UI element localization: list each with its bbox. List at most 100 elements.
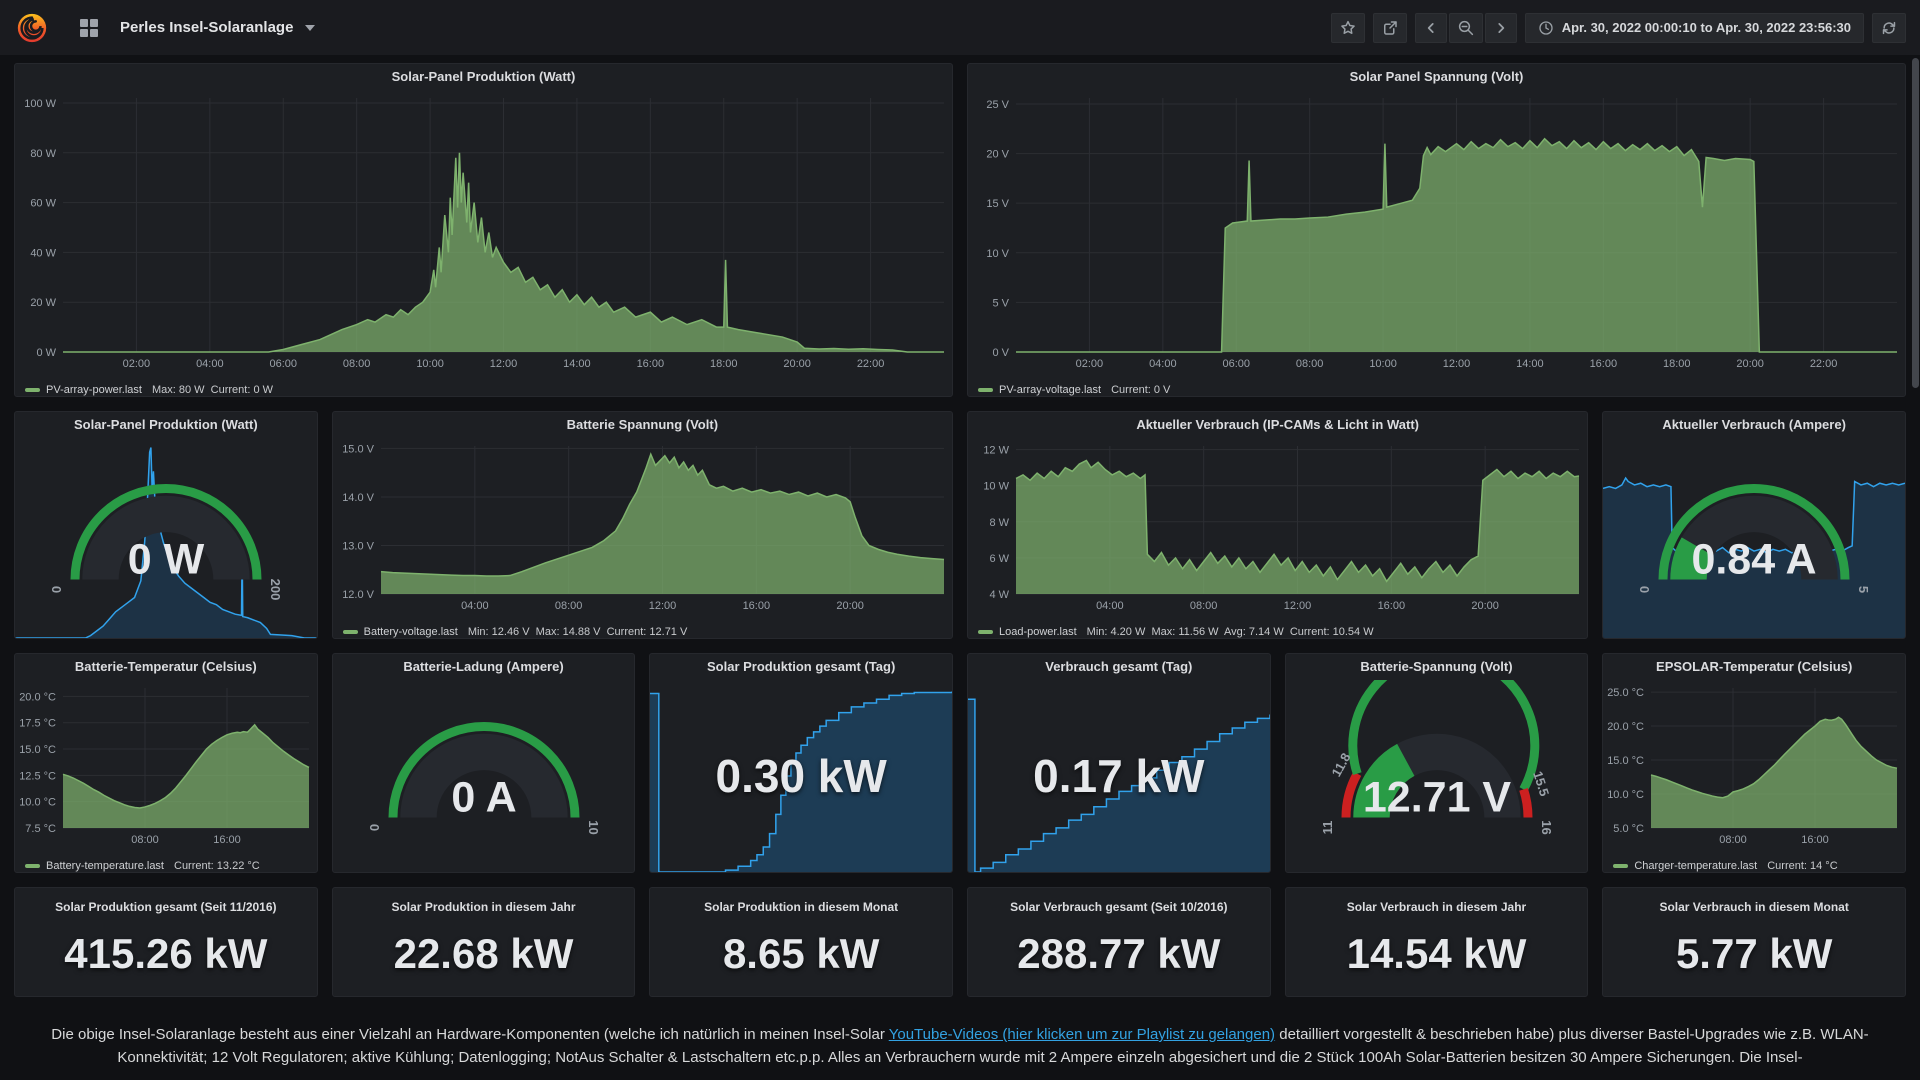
svg-text:5.0 °C: 5.0 °C <box>1614 823 1645 835</box>
series-name[interactable]: Load-power.last <box>998 626 1077 638</box>
svg-text:5: 5 <box>1856 586 1871 593</box>
panel-title[interactable]: Solar Verbrauch in diesem Jahr <box>1346 900 1527 914</box>
series-stats: Min: 12.46 V Max: 14.88 V Current: 12.71… <box>467 626 688 638</box>
panel-stat-prod-total: Solar Produktion gesamt (Seit 11/2016) 4… <box>14 887 318 997</box>
stat-value: 22.68 kW <box>393 930 574 977</box>
panel-title[interactable]: EPSOLAR-Temperatur (Celsius) <box>1656 659 1853 674</box>
series-color-dash <box>25 388 40 392</box>
svg-text:12.71 V: 12.71 V <box>1363 774 1512 822</box>
star-button[interactable] <box>1330 12 1365 43</box>
svg-text:12:00: 12:00 <box>1284 600 1312 612</box>
description-text-3: WLAN-Konnektivität; 12 Volt Regulatoren;… <box>117 1026 1869 1067</box>
panel-title[interactable]: Solar-Panel Produktion (Watt) <box>73 417 258 432</box>
svg-text:12 W: 12 W <box>983 445 1009 457</box>
svg-text:10.0 °C: 10.0 °C <box>1608 789 1645 801</box>
charger-temp-chart[interactable]: 5.0 °C 10.0 °C 15.0 °C 20.0 °C 25.0 °C 08:00 1… <box>1603 680 1905 855</box>
panel-load-power-graph: Aktueller Verbrauch (IP-CAMs & Licht in … <box>966 411 1589 639</box>
pv-voltage-chart[interactable]: 0 V 5 V 10 V 15 V 20 V 25 V 02:00 04:00 06:00 08:… <box>968 90 1905 379</box>
svg-text:20:00: 20:00 <box>836 600 864 612</box>
svg-text:0: 0 <box>367 824 382 831</box>
panel-load-amp-gauge: Aktueller Verbrauch (Ampere) 0 5 0.84 A <box>1602 411 1906 639</box>
panel-title[interactable]: Batterie-Temperatur (Celsius) <box>74 659 257 674</box>
youtube-playlist-link[interactable]: YouTube-Videos (hier klicken um zur Play… <box>888 1026 1276 1043</box>
prod-day-sparkline[interactable] <box>650 680 952 872</box>
svg-text:22:00: 22:00 <box>857 358 885 370</box>
cons-day-sparkline[interactable] <box>967 680 1270 872</box>
battery-temp-chart[interactable]: 7.5 °C 10.0 °C 12.5 °C 15.0 °C 17.5 °C 20.0 °… <box>15 680 317 855</box>
stat-value: 5.77 kW <box>1675 930 1833 977</box>
gauge-area: 0 5 0.84 A <box>1603 438 1905 638</box>
dashboards-grid-icon[interactable] <box>74 13 104 43</box>
svg-text:17.5 °C: 17.5 °C <box>19 718 56 730</box>
svg-text:7.5 °C: 7.5 °C <box>25 823 56 835</box>
series-stats: Max: 80 W Current: 0 W <box>151 384 274 396</box>
share-button[interactable] <box>1372 12 1407 43</box>
panel-title[interactable]: Solar Produktion gesamt (Seit 11/2016) <box>55 900 277 914</box>
series-stats: Min: 4.20 W Max: 11.56 W Avg: 7.14 W Cur… <box>1086 626 1374 638</box>
stat-value: 415.26 kW <box>64 930 268 977</box>
panel-stat-cons-year: Solar Verbrauch in diesem Jahr 14.54 kW <box>1284 887 1589 997</box>
panel-pv-voltage-graph: Solar Panel Spannung (Volt) 0 V 5 V 10 V 15… <box>966 63 1906 397</box>
description-text-2: detailliert vorgestellt & beschrieben ha… <box>1275 1026 1821 1043</box>
chevron-down-icon[interactable] <box>305 24 316 31</box>
series-name[interactable]: PV-array-power.last <box>46 384 142 396</box>
panel-title[interactable]: Solar Verbrauch in diesem Monat <box>1659 900 1849 914</box>
time-back-button[interactable] <box>1414 12 1447 43</box>
series-name[interactable]: Battery-temperature.last <box>46 860 164 872</box>
clock-icon <box>1539 20 1553 35</box>
time-range-picker[interactable]: Apr. 30, 2022 00:00:10 to Apr. 30, 2022 … <box>1524 12 1864 43</box>
svg-text:16:00: 16:00 <box>1378 600 1406 612</box>
svg-text:12:00: 12:00 <box>648 600 676 612</box>
panel-title[interactable]: Solar Produktion in diesem Monat <box>704 900 899 914</box>
panel-title[interactable]: Solar Panel Spannung (Volt) <box>1349 69 1524 84</box>
battery-voltage-chart[interactable]: 12.0 V 13.0 V 14.0 V 15.0 V 04:00 08:00 12:00 1… <box>333 438 952 621</box>
pv-power-chart[interactable]: 0 W 20 W 40 W 60 W 80 W 100 W 02:00 04:00 06:00 0… <box>15 90 952 379</box>
load-power-chart[interactable]: 4 W 6 W 8 W 10 W 12 W 04:00 08:00 12:00 16:00 20:… <box>968 438 1587 621</box>
svg-text:25 V: 25 V <box>986 99 1009 111</box>
panel-title[interactable]: Solar Produktion in diesem Jahr <box>391 900 576 914</box>
svg-text:100 W: 100 W <box>24 98 56 110</box>
panel-title[interactable]: Batterie-Spannung (Volt) <box>1360 659 1513 674</box>
load-amp-sparkline[interactable] <box>1603 438 1905 638</box>
legend: Charger-temperature.last Current: 14 °C <box>1603 855 1905 872</box>
legend: Battery-temperature.last Current: 13.22 … <box>15 855 317 872</box>
svg-text:0 W: 0 W <box>128 536 205 584</box>
svg-text:12:00: 12:00 <box>490 358 518 370</box>
stat-area: 0.30 kW <box>650 680 952 872</box>
svg-text:14.0 V: 14.0 V <box>342 492 374 504</box>
svg-text:18:00: 18:00 <box>1663 358 1691 370</box>
gauge-area: 0 200 0 W <box>15 438 317 638</box>
svg-text:13.0 V: 13.0 V <box>342 540 374 552</box>
series-color-dash <box>977 630 993 634</box>
scrollbar[interactable] <box>1912 58 1919 388</box>
time-forward-button[interactable] <box>1484 12 1517 43</box>
pv-power-sparkline[interactable] <box>15 438 317 638</box>
svg-text:40 W: 40 W <box>30 247 56 259</box>
grafana-logo-icon[interactable] <box>14 10 50 46</box>
panel-title[interactable]: Solar Verbrauch gesamt (Seit 10/2016) <box>1010 900 1228 914</box>
svg-text:08:00: 08:00 <box>1720 834 1748 846</box>
panel-title[interactable]: Batterie-Ladung (Ampere) <box>403 659 564 674</box>
panel-stat-prod-year: Solar Produktion in diesem Jahr 22.68 kW <box>331 887 636 997</box>
svg-text:02:00: 02:00 <box>123 358 151 370</box>
dashboard-title[interactable]: Perles Insel-Solaranlage <box>120 19 294 36</box>
svg-text:0: 0 <box>49 586 64 593</box>
series-name[interactable]: Charger-temperature.last <box>1634 860 1758 872</box>
series-name[interactable]: PV-array-voltage.last <box>998 384 1102 396</box>
panel-title[interactable]: Aktueller Verbrauch (Ampere) <box>1662 417 1846 432</box>
series-color-dash <box>25 864 40 868</box>
panel-title[interactable]: Solar Produktion gesamt (Tag) <box>707 659 896 674</box>
panel-title[interactable]: Aktueller Verbrauch (IP-CAMs & Licht in … <box>1136 417 1419 432</box>
svg-text:20.0 °C: 20.0 °C <box>19 691 56 703</box>
series-name[interactable]: Battery-voltage.last <box>363 626 458 638</box>
stat-value: 8.65 kW <box>722 930 880 977</box>
svg-text:20:00: 20:00 <box>1736 358 1764 370</box>
zoom-out-button[interactable] <box>1448 12 1483 43</box>
panel-title[interactable]: Batterie Spannung (Volt) <box>566 417 719 432</box>
panel-title[interactable]: Solar-Panel Produktion (Watt) <box>391 69 576 84</box>
svg-text:14:00: 14:00 <box>563 358 591 370</box>
panel-title[interactable]: Verbrauch gesamt (Tag) <box>1045 659 1193 674</box>
svg-text:80 W: 80 W <box>30 148 56 160</box>
svg-text:16:00: 16:00 <box>213 834 241 846</box>
refresh-button[interactable] <box>1872 12 1906 43</box>
